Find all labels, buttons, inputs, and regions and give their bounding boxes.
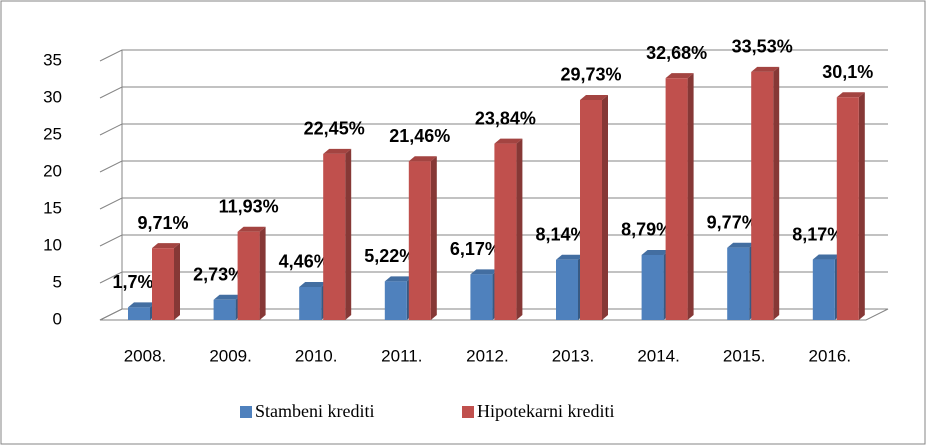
bar-top [470,269,499,275]
x-tick-label: 2011. [381,346,422,365]
x-tick-label: 2015. [723,346,766,365]
bar [751,71,774,321]
bar-side [687,73,694,320]
grid-line [99,86,888,99]
value-label: 21,46% [389,126,450,146]
bar-top [641,249,670,255]
bar [128,307,150,320]
value-label: 6,17% [450,239,501,259]
bar-top [213,294,242,300]
value-label: 8,17% [792,224,843,244]
grid-line [99,234,888,247]
value-label: 9,71% [137,213,188,233]
grid-line [99,271,888,284]
bar-top [665,73,694,79]
x-tick-label: 2010. [295,346,338,365]
value-label: 30,1% [822,62,873,82]
value-label: 33,53% [732,37,793,57]
bar [323,153,346,320]
x-tick-label: 2008. [124,346,167,365]
bar-side [259,226,266,320]
bar-top [836,92,865,98]
value-label: 11,93% [219,196,279,216]
value-label: 32,68% [646,43,707,63]
bar-top [494,138,523,144]
bar-top [580,94,608,100]
bar-side [602,94,608,320]
grid-line [99,308,888,321]
legend-swatch [462,406,474,418]
bar-top [128,302,156,308]
bar-side [174,243,180,320]
legend-swatch [240,406,252,418]
grid-line [99,197,888,210]
value-label: 9,77% [707,212,758,232]
y-tick-label: 35 [43,50,62,69]
bar [812,259,835,320]
bar [580,99,602,320]
x-tick-label: 2014. [637,346,680,365]
bar-top [751,66,780,72]
bar-top [237,226,266,232]
value-label: 22,45% [304,119,365,139]
value-label: 1,7% [112,272,153,292]
bar [727,247,750,320]
grid-line [99,160,888,173]
legend-label: Stambeni krediti [255,401,374,421]
bar-top [152,243,180,249]
legend-label: Hipotekarni krediti [477,401,614,421]
x-tick-label: 2016. [809,346,852,365]
bar [213,299,236,320]
x-tick-label: 2013. [552,346,595,365]
y-tick-label: 5 [53,272,62,291]
value-label: 4,46% [279,252,330,272]
x-tick-label: 2009. [209,346,252,365]
y-tick-label: 0 [53,309,62,328]
bar [836,97,859,320]
y-tick-label: 30 [43,87,62,106]
bar-side [430,156,437,320]
x-tick-label: 2012. [466,346,509,365]
grid-line [99,49,888,62]
bar [556,259,578,320]
y-tick-label: 20 [43,161,62,180]
bar-top [384,276,413,282]
bar [237,231,260,320]
bar [384,281,407,320]
y-tick-label: 10 [43,235,62,254]
bar [152,248,174,320]
bar-side [773,66,780,321]
bar [470,274,493,320]
bar [665,78,688,320]
bar [408,161,431,320]
grid-line [99,123,888,136]
value-label: 8,79% [621,220,672,240]
value-label: 29,73% [560,65,621,85]
y-tick-label: 25 [43,124,62,143]
value-label: 5,22% [364,246,415,266]
bar-top [323,148,352,154]
value-label: 2,73% [193,265,244,285]
bar [299,286,322,320]
bar-top [556,254,584,260]
bar-top [408,156,437,162]
bar-top [299,281,328,287]
bar-side [516,138,523,320]
bar-side [345,148,352,320]
value-label: 8,14% [535,225,586,245]
y-tick-label: 15 [43,198,62,217]
bar-top [727,242,756,248]
value-label: 23,84% [475,108,536,128]
bar-side [858,92,865,320]
bar-top [812,254,841,260]
bar [494,143,517,320]
bar [641,254,664,320]
